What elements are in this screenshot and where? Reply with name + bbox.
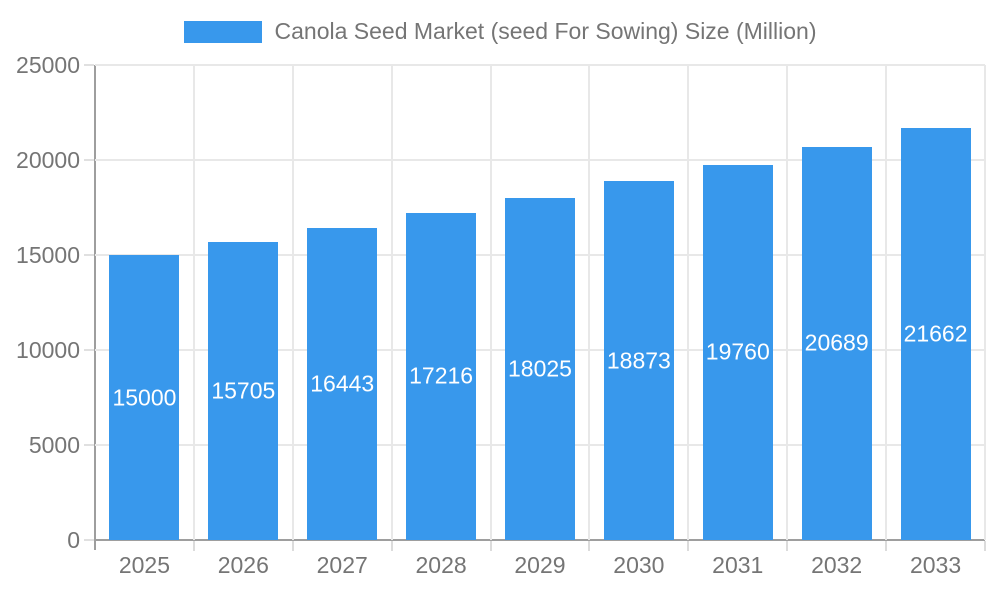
x-axis-tick [687, 541, 690, 551]
vertical-gridline [291, 65, 294, 540]
vertical-gridline [489, 65, 492, 540]
bar-value-label: 17216 [409, 362, 474, 389]
bar-value-label: 15705 [211, 377, 276, 404]
vertical-gridline [588, 65, 591, 540]
x-axis-tick [390, 541, 393, 551]
y-axis-tick [84, 539, 94, 541]
vertical-gridline [984, 65, 986, 540]
x-axis-tick [786, 541, 789, 551]
bar-value-label: 18025 [508, 355, 572, 382]
bar-value-label: 18873 [606, 347, 671, 374]
bar: 18873 [603, 181, 674, 540]
y-axis-tick [84, 444, 94, 446]
y-axis-tick [84, 254, 94, 256]
legend-swatch [183, 20, 262, 43]
vertical-gridline [687, 65, 690, 540]
y-axis-tick [84, 64, 94, 66]
x-axis-tick-label: 2032 [811, 552, 863, 578]
vertical-gridline [192, 65, 195, 540]
bar: 18025 [505, 197, 575, 540]
x-axis-tick [588, 541, 591, 551]
y-axis-tick-label: 25000 [16, 52, 80, 78]
bar: 15000 [109, 255, 180, 540]
x-axis-tick-label: 2029 [514, 552, 566, 578]
x-axis-tick [489, 541, 492, 551]
y-axis-tick [84, 349, 94, 351]
x-axis-tick-label: 2030 [613, 552, 665, 578]
bar: 17216 [406, 212, 477, 540]
horizontal-gridline [95, 159, 985, 161]
y-axis-tick-label: 10000 [16, 337, 80, 363]
bar-value-label: 15000 [112, 384, 177, 410]
bar-value-label: 20689 [804, 329, 869, 356]
x-axis-tick-label: 2027 [316, 552, 368, 578]
x-axis-tick [885, 541, 888, 551]
bar-value-label: 21662 [903, 320, 968, 347]
vertical-gridline [390, 65, 393, 540]
x-axis-tick [192, 541, 195, 551]
y-axis-tick-label: 15000 [16, 242, 80, 268]
bar: 19760 [702, 164, 773, 540]
bar-value-label: 16443 [310, 370, 375, 397]
vertical-gridline [786, 65, 789, 540]
x-axis-tick-label: 2033 [909, 552, 962, 578]
x-axis-tick-label: 2026 [217, 552, 269, 578]
x-axis-tick-label: 2025 [118, 552, 171, 578]
y-axis-tick-label: 0 [67, 527, 80, 553]
y-axis-tick-label: 20000 [16, 147, 80, 173]
bar-value-label: 19760 [705, 338, 770, 365]
x-axis-tick-label: 2031 [712, 552, 764, 578]
vertical-gridline [885, 65, 888, 540]
x-axis-line [95, 539, 985, 541]
bar: 21662 [900, 128, 971, 540]
y-axis-tick-label: 5000 [28, 432, 80, 458]
horizontal-gridline [95, 64, 985, 66]
x-axis-tick [291, 541, 294, 551]
y-axis-line [94, 65, 96, 550]
bar: 20689 [801, 146, 872, 540]
bar: 15705 [208, 241, 279, 540]
x-axis-tick-label: 2028 [415, 552, 467, 578]
x-axis-tick [984, 541, 986, 551]
bar: 16443 [307, 227, 378, 540]
legend-label: Canola Seed Market (seed For Sowing) Siz… [274, 18, 817, 44]
y-axis-tick [84, 159, 94, 161]
chart-legend[interactable]: Canola Seed Market (seed For Sowing) Siz… [0, 18, 1000, 45]
